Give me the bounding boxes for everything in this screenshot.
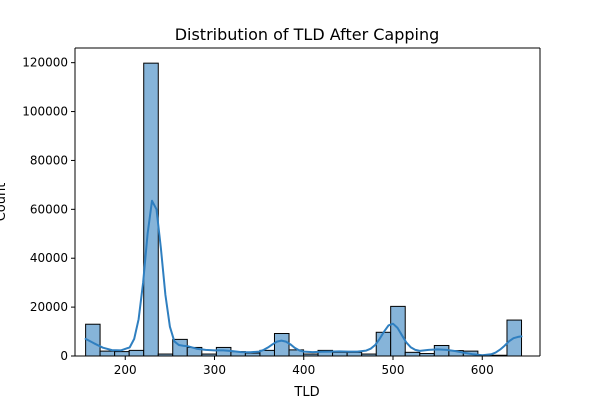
y-tick-label: 20000 <box>30 300 68 314</box>
histogram-bar <box>390 305 406 357</box>
histogram-bar <box>114 351 130 357</box>
y-tick-label: 0 <box>60 349 68 363</box>
x-tick-label: 300 <box>203 363 226 377</box>
y-tick-label: 40000 <box>30 251 68 265</box>
histogram-bar <box>404 351 421 357</box>
histogram-bar <box>273 333 290 357</box>
ticks-layer: 200 300 400 500 600 0 20000 40000 60000 80000 1000… <box>22 56 494 377</box>
y-tick-label: 100000 <box>22 105 68 119</box>
y-tick-label: 120000 <box>22 56 68 70</box>
x-axis-label: TLD <box>293 385 319 400</box>
axes-layer <box>74 47 541 357</box>
y-axis-label: Count <box>0 183 9 222</box>
histogram-bar <box>332 351 348 357</box>
histogram-bar <box>128 349 145 357</box>
x-tick-label: 200 <box>114 363 137 377</box>
kde-curve <box>84 199 523 357</box>
histogram-bar <box>99 350 116 357</box>
kde-layer <box>84 199 523 357</box>
histogram-bar <box>346 351 363 357</box>
y-tick-label: 80000 <box>30 153 68 167</box>
x-tick-label: 400 <box>292 363 315 377</box>
x-tick-label: 500 <box>382 363 405 377</box>
x-tick-label: 600 <box>471 363 494 377</box>
chart-title: Distribution of TLD After Capping <box>175 25 440 44</box>
y-tick-label: 60000 <box>30 202 68 216</box>
bars-layer <box>85 62 523 357</box>
histogram-bar <box>375 331 392 357</box>
